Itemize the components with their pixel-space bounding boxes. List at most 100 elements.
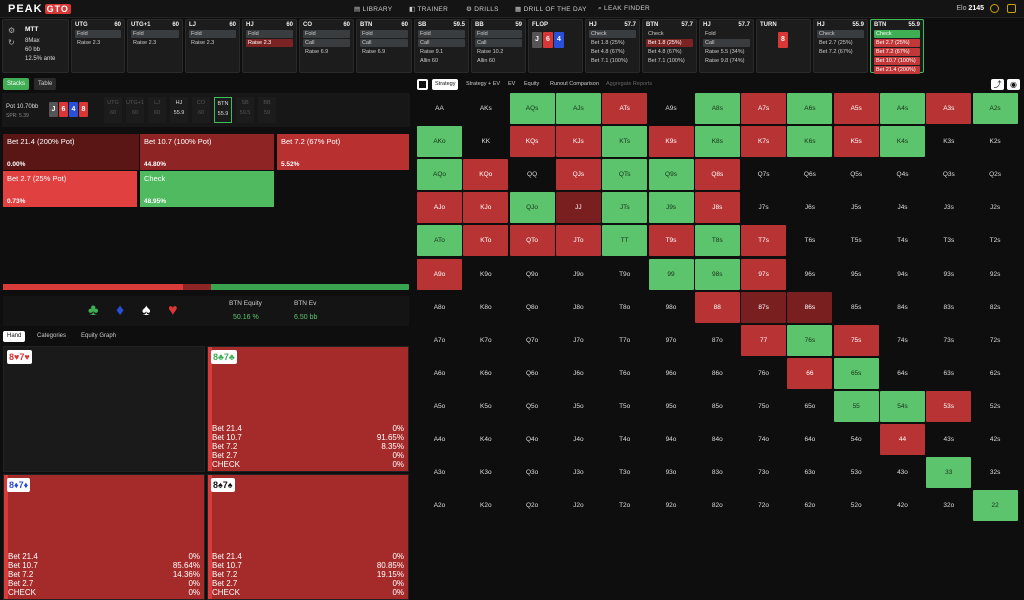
range-cell[interactable]: J3s <box>943 204 954 212</box>
spot-option[interactable]: Bet 7.1 (100%) <box>591 58 628 64</box>
grid-toggle-icon[interactable] <box>417 79 428 90</box>
range-cell[interactable]: 87o <box>711 336 723 344</box>
spot-hj[interactable]: HJ 57.7 Check Bet 1.8 (25%) Bet 4.8 (67%) Bet… <box>585 19 640 73</box>
spot-option[interactable]: Bet 4.8 (67%) <box>591 49 625 55</box>
spot-option[interactable]: Bet 1.8 (25%) <box>646 39 693 47</box>
range-cell[interactable]: Q6s <box>803 171 816 179</box>
spot-option[interactable]: Call <box>703 39 750 47</box>
spot-co[interactable]: CO 60 Fold Call Raise 6.9 <box>299 19 354 73</box>
action-check[interactable]: Check 48.95% <box>140 171 274 207</box>
range-cell[interactable]: J3o <box>573 469 584 477</box>
menu-icon[interactable] <box>1007 4 1016 13</box>
range-cell[interactable]: Q8s <box>694 159 740 191</box>
share-icon[interactable]: ⤴ <box>991 79 1004 90</box>
action-bet-2-7[interactable]: Bet 2.7 (25% Pot) 0.73% <box>3 171 137 207</box>
spot-option[interactable]: Check <box>817 30 864 38</box>
range-cell[interactable]: KJs <box>555 126 601 158</box>
range-cell[interactable]: 93s <box>943 270 955 278</box>
range-cell[interactable]: T9s <box>648 225 694 257</box>
range-cell[interactable]: AKs <box>479 105 492 112</box>
seat-co[interactable]: CO 60 <box>192 97 210 123</box>
spot-option[interactable]: Raise 2.3 <box>246 39 293 47</box>
range-cell[interactable]: T6o <box>619 369 631 377</box>
range-cell[interactable]: T7o <box>619 336 631 344</box>
spot-option[interactable]: Check <box>589 30 636 38</box>
range-cell[interactable]: 63o <box>804 469 816 477</box>
range-cell[interactable]: T4o <box>619 436 631 443</box>
range-cell[interactable]: 76o <box>758 369 770 377</box>
range-cell[interactable]: J4s <box>897 204 908 212</box>
spot-option[interactable]: Bet 7.1 (100%) <box>648 58 685 64</box>
spot-option[interactable]: Raise 9.1 <box>420 49 444 55</box>
range-cell[interactable]: QJs <box>555 159 601 191</box>
action-bet-21-4[interactable]: Bet 21.4 (200% Pot) 0.00% <box>3 134 139 170</box>
range-cell[interactable]: Q3o <box>525 469 539 477</box>
range-cell[interactable]: 62s <box>989 369 1001 377</box>
range-cell[interactable]: J2o <box>573 502 584 510</box>
range-cell[interactable]: T3o <box>619 469 631 477</box>
spot-option[interactable]: Call <box>360 39 408 47</box>
nav-drill-of-the-day[interactable]: ▦ DRILL OF THE DAY <box>515 6 587 13</box>
range-cell[interactable]: T2o <box>619 502 631 510</box>
range-cell[interactable]: J7s <box>758 204 769 212</box>
range-cell[interactable]: JTs <box>602 192 648 224</box>
spot-option[interactable]: Check <box>874 30 920 38</box>
spot-sb[interactable]: SB 59.5 Fold Call Raise 9.1 Allin 60 <box>414 19 469 73</box>
seat-lj[interactable]: LJ 60 <box>148 97 166 123</box>
spot-option[interactable]: Raise 9.8 (74%) <box>705 58 745 64</box>
range-cell[interactable]: T7s <box>741 225 787 257</box>
range-cell[interactable]: 42o <box>897 502 908 510</box>
range-cell[interactable]: J6o <box>573 369 584 377</box>
range-cell[interactable]: AQs <box>509 93 555 124</box>
spot-btn[interactable]: BTN 55.9 Check Bet 2.7 (25%) Bet 7.2 (67%) Be… <box>870 19 924 74</box>
range-cell[interactable]: T6s <box>804 237 816 245</box>
hand-combo-box[interactable]: 8♥7♥ <box>3 346 205 472</box>
range-cell[interactable]: A3s <box>926 93 972 124</box>
hand-combo-box[interactable]: 8♠7♠ Bet 21.4 0% Bet 10.7 80.85% Bet 7.2 19.15… <box>207 474 409 600</box>
range-cell[interactable]: 53s <box>926 390 972 422</box>
seat-hj[interactable]: HJ 55.9 <box>170 97 188 123</box>
range-cell[interactable]: 65s <box>833 357 879 389</box>
spot-option[interactable]: Check <box>648 31 664 37</box>
tab-table[interactable]: Table <box>34 78 57 90</box>
range-cell[interactable]: QQ <box>527 171 538 179</box>
tab-ev[interactable]: EV <box>508 81 516 87</box>
hand-combo-box[interactable]: 8♦7♦ Bet 21.4 0% Bet 10.7 85.64% Bet 7.2 14.36… <box>3 474 205 600</box>
range-cell[interactable]: Q4s <box>896 171 909 179</box>
spot-option[interactable]: Bet 2.7 (25%) <box>874 39 920 47</box>
club-icon[interactable]: ♣ <box>88 302 99 319</box>
range-cell[interactable]: 63s <box>943 369 955 377</box>
range-cell[interactable]: A8s <box>694 93 740 124</box>
range-cell[interactable]: J2s <box>990 204 1001 212</box>
tab-runout-comparison[interactable]: Runout Comparison <box>550 81 599 87</box>
range-cell[interactable]: K7o <box>480 336 492 344</box>
seat-btn[interactable]: BTN 55.9 <box>214 97 232 123</box>
range-cell[interactable]: K4o <box>480 436 492 443</box>
brand-logo[interactable]: PEAK GTO <box>8 3 71 15</box>
seat-bb[interactable]: BB 59 <box>258 97 276 123</box>
range-cell[interactable]: 54o <box>850 436 862 443</box>
range-cell[interactable]: 77 <box>741 324 787 356</box>
range-cell[interactable]: 66 <box>787 357 833 389</box>
range-cell[interactable]: 98s <box>694 258 740 290</box>
range-cell[interactable]: 74o <box>758 436 770 443</box>
range-cell[interactable]: AKo <box>417 126 462 158</box>
range-cell[interactable]: T4s <box>897 237 908 245</box>
range-cell[interactable]: J9o <box>573 270 584 278</box>
range-cell[interactable]: ATs <box>602 93 648 124</box>
spot-flop[interactable]: FLOP J 6 4 <box>528 19 583 73</box>
spot-option[interactable]: Fold <box>246 30 293 38</box>
range-cell[interactable]: J7o <box>573 336 584 344</box>
range-cell[interactable]: KQo <box>463 159 509 191</box>
range-cell[interactable]: T8o <box>619 303 631 311</box>
range-cell[interactable]: K9s <box>648 126 694 158</box>
game-info[interactable]: ⚙ ↻ MTT 8Max 60 bb 12.5% ante <box>2 19 69 73</box>
range-cell[interactable]: K8o <box>480 303 492 311</box>
range-cell[interactable]: 94s <box>897 270 908 278</box>
spot-option[interactable]: Fold <box>475 30 522 38</box>
range-cell[interactable]: K9o <box>480 270 492 278</box>
spot-option[interactable]: Raise 2.3 <box>133 40 157 46</box>
range-cell[interactable]: 85o <box>711 402 723 410</box>
range-cell[interactable]: Q5s <box>850 171 863 179</box>
heart-icon[interactable]: ♥ <box>168 302 178 319</box>
